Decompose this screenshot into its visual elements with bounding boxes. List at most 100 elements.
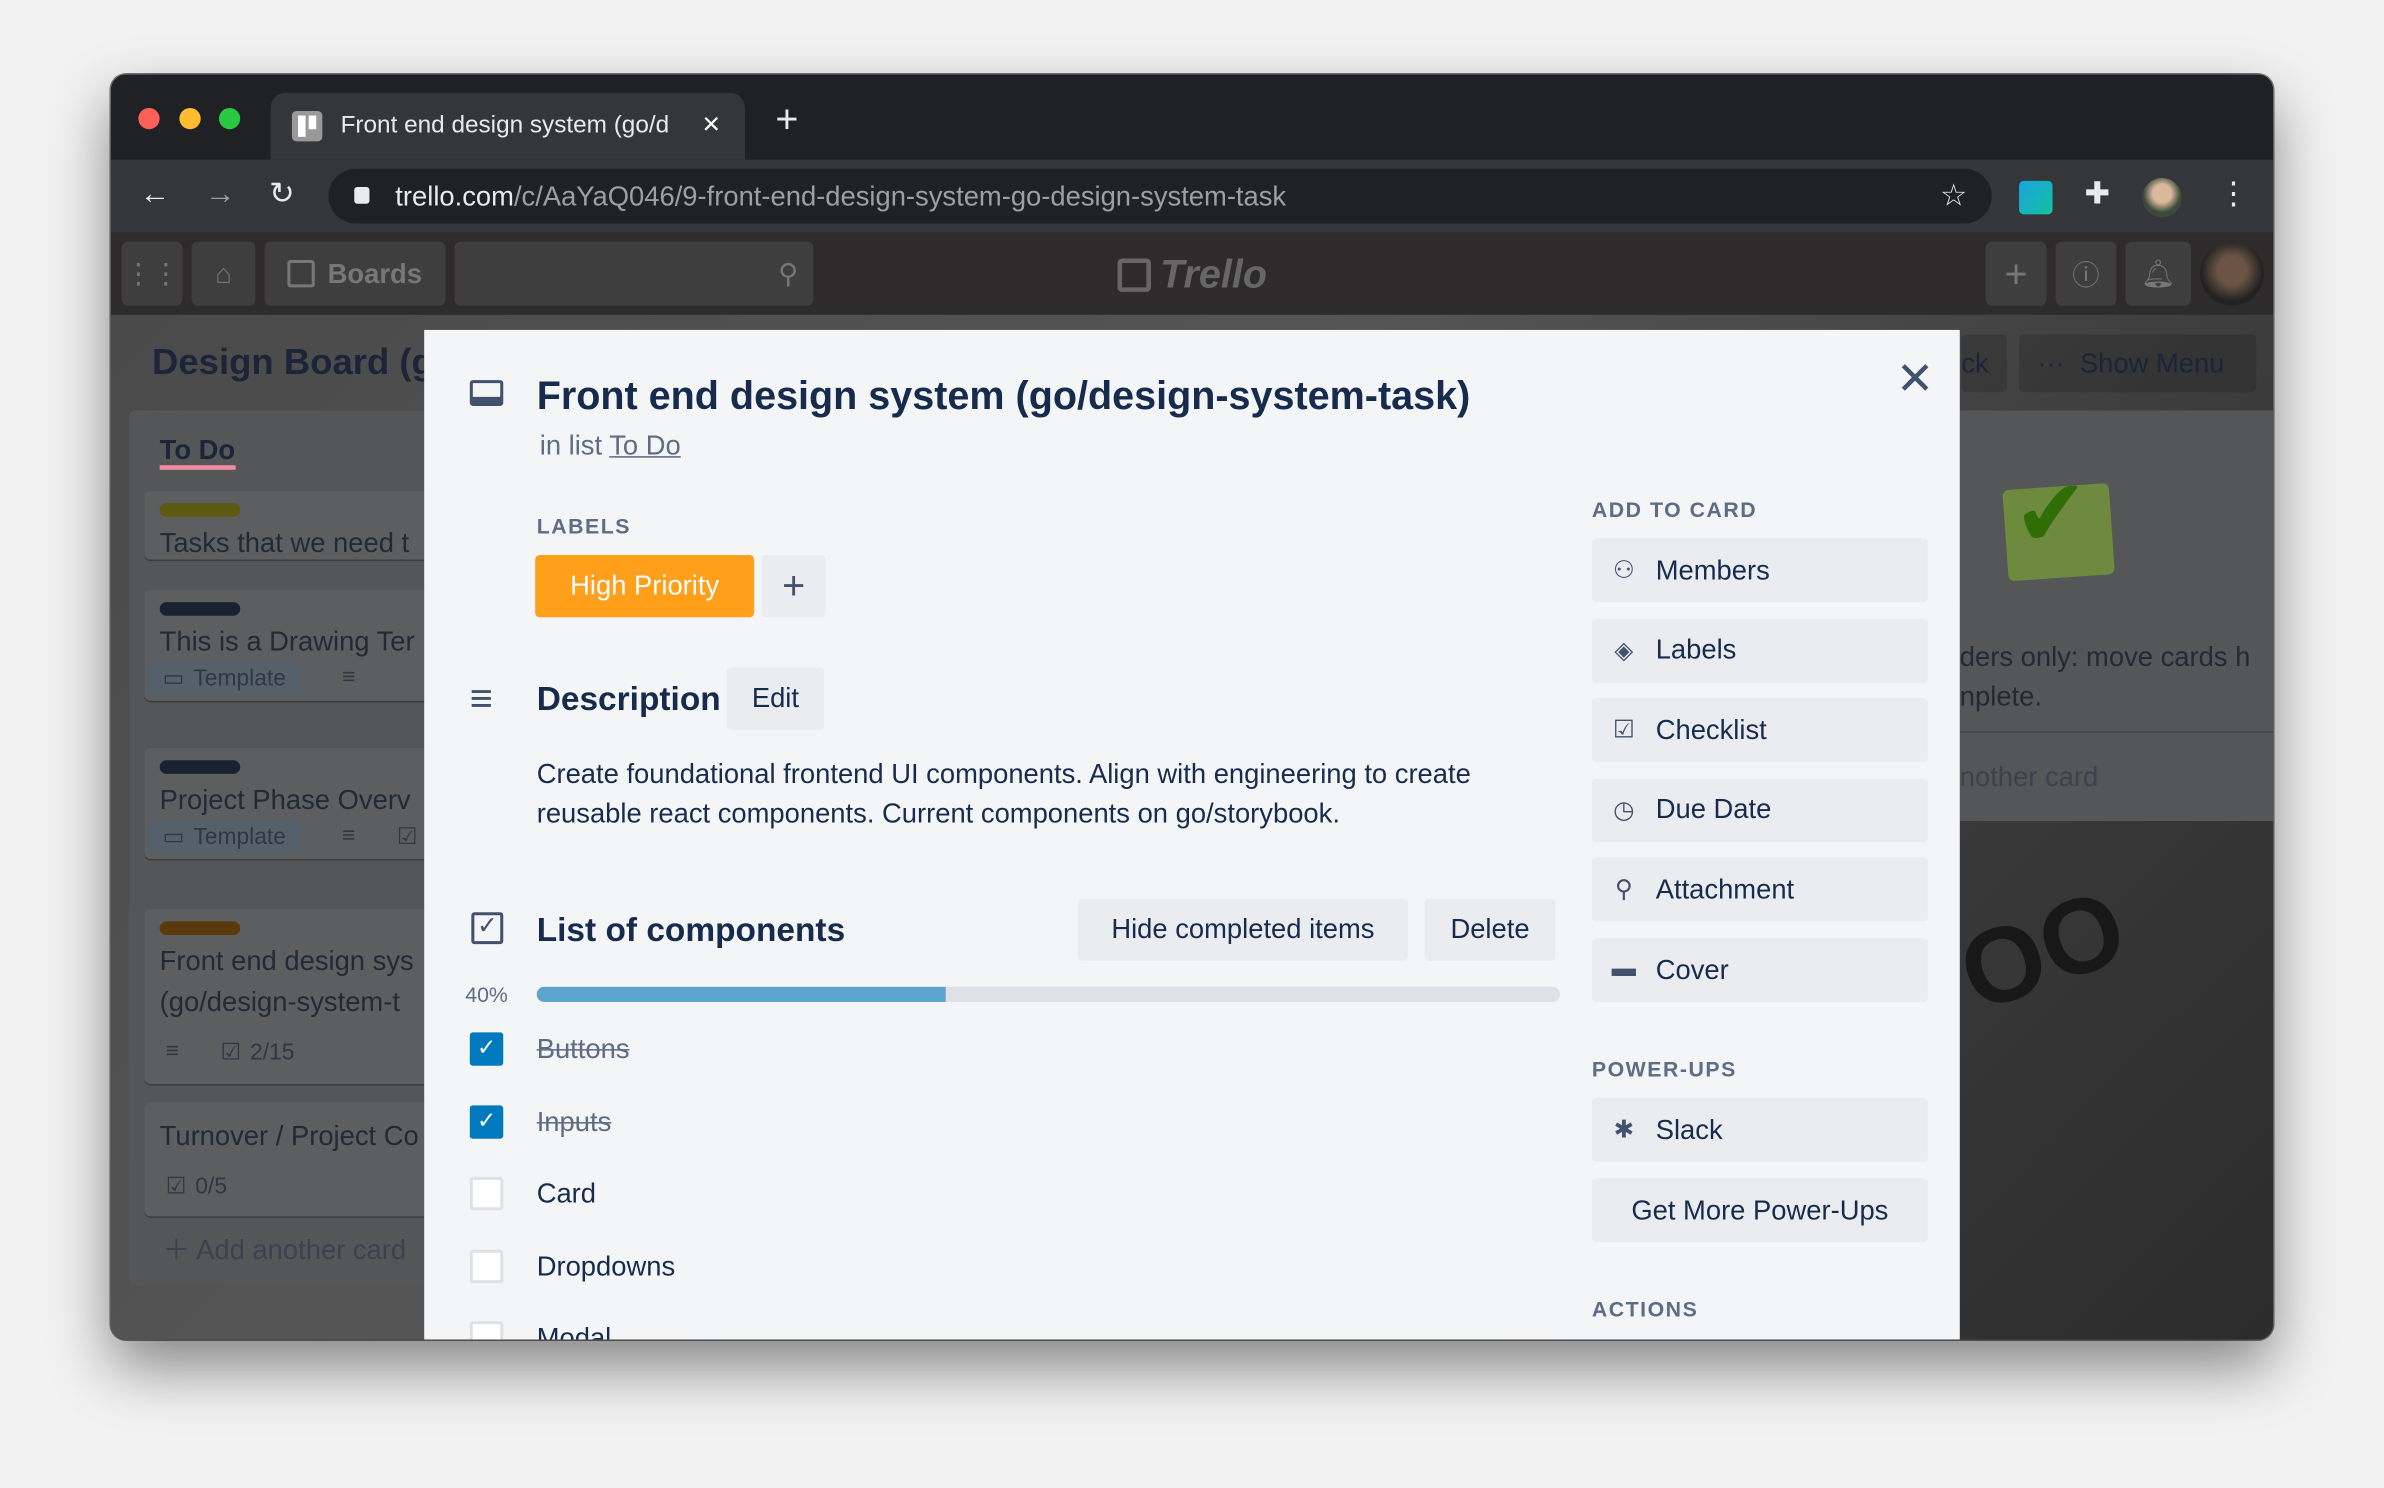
url-domain: trello.com (395, 180, 514, 212)
minimize-window-button[interactable] (179, 107, 201, 130)
checklist-checkbox[interactable]: ✓ (469, 1105, 504, 1139)
template-badge: ▭ Template (147, 819, 302, 853)
slack-icon: ✱ (1613, 1117, 1634, 1144)
label-high-priority[interactable]: High Priority (535, 554, 755, 618)
in-list-text: in list To Do (539, 430, 681, 461)
checklist-checkbox[interactable] (469, 1176, 504, 1211)
checklist-icon: ☑ (1612, 717, 1635, 744)
sidebar-button-cover[interactable]: ▬ Cover (1591, 938, 1928, 1002)
forward-icon[interactable]: → (205, 177, 236, 212)
right-list: ✔ ders only: move cards h nplete. nother… (1959, 410, 2273, 822)
trello-logo[interactable]: Trello (1117, 251, 1267, 298)
info-icon[interactable]: ⓘ (2055, 241, 2117, 306)
browser-tab[interactable]: Front end design system (go/d × (270, 92, 745, 160)
bookmark-star-icon[interactable]: ☆ (1940, 179, 1968, 213)
card-title-line2: (go/design-system-t (159, 986, 400, 1018)
close-icon[interactable]: ✕ (1895, 354, 1935, 405)
boards-button[interactable]: Boards (264, 241, 446, 306)
checklist-item[interactable]: Buttons (536, 1033, 630, 1065)
checklist-title[interactable]: List of components (536, 910, 846, 949)
edit-description-button[interactable]: Edit (726, 667, 825, 730)
url-path: /c/AaYaQ046/9-front-end-design-system-go… (513, 180, 1287, 212)
board-title[interactable]: Design Board (g (152, 342, 434, 384)
add-to-card-heading: ADD TO CARD (1591, 497, 1758, 522)
checklist-checkbox[interactable] (469, 1321, 504, 1340)
board-header-button[interactable]: ck (1961, 334, 2007, 393)
paperclip-icon: ⚲ (1614, 877, 1633, 904)
card-text: ders only: move cards h (1959, 641, 2251, 673)
boards-icon (288, 259, 316, 288)
card-title[interactable]: Front end design system (go/design-syste… (536, 372, 1471, 419)
browser-toolbar: ← → ↻ trello.com/c/AaYaQ046/9-front-end-… (110, 159, 2273, 233)
add-card-button[interactable]: nother card (1959, 761, 2099, 793)
template-badge: ▭ Template (147, 661, 302, 695)
create-icon[interactable]: + (1985, 241, 2047, 306)
puzzle-extensions-icon[interactable]: ✚ (2084, 177, 2110, 212)
address-bar[interactable]: trello.com/c/AaYaQ046/9-front-end-design… (328, 168, 1992, 224)
sidebar-button-label: Labels (1655, 634, 1737, 665)
back-icon[interactable]: ← (139, 177, 171, 212)
browser-menu-icon[interactable]: ⋮ (2218, 177, 2249, 212)
close-tab-icon[interactable]: × (702, 107, 721, 142)
apps-grid-icon[interactable]: ⋮⋮ (121, 241, 183, 306)
card-detail-modal: Front end design system (go/design-syste… (424, 329, 1960, 1340)
card-label (159, 921, 241, 936)
template-icon: ▭ (162, 824, 185, 850)
cover-icon: ▬ (1611, 956, 1636, 983)
labels-heading: LABELS (536, 513, 631, 539)
description-heading: Description (536, 679, 721, 718)
card-title: Front end design sys (159, 945, 414, 977)
sidebar-button-label: Members (1655, 554, 1770, 585)
list-link[interactable]: To Do (609, 430, 681, 461)
sidebar-button-label: Due Date (1655, 794, 1772, 825)
checklist-checkbox[interactable]: ✓ (469, 1032, 504, 1066)
checklist-item[interactable]: Inputs (536, 1106, 612, 1138)
sidebar-button-label: Checklist (1655, 714, 1767, 745)
delete-checklist-button[interactable]: Delete (1424, 898, 1556, 961)
reload-icon[interactable]: ↻ (269, 177, 295, 212)
checklist-item[interactable]: Modal (536, 1322, 612, 1340)
member-avatar[interactable] (2200, 241, 2264, 306)
list-title[interactable]: To Do (159, 435, 236, 470)
maximize-window-button[interactable] (218, 107, 241, 130)
progress-bar (536, 986, 1560, 1002)
get-more-power-ups-button[interactable]: Get More Power-Ups (1591, 1178, 1928, 1243)
checklist-badge: ☑ 0/5 (165, 1172, 228, 1200)
extension-icon[interactable] (2019, 180, 2053, 215)
checklist-icon: ✓ (471, 912, 504, 945)
description-icon: ≡ (342, 822, 356, 849)
add-card-button[interactable]: ＋ Add another card (162, 1234, 407, 1265)
lock-icon (354, 187, 370, 204)
new-tab-icon[interactable]: + (775, 95, 799, 142)
checklist-item[interactable]: Card (536, 1178, 597, 1209)
add-label-button[interactable]: + (761, 554, 826, 618)
home-icon[interactable]: ⌂ (191, 241, 256, 306)
card-text-line2: nplete. (1959, 681, 2042, 712)
sidebar-button-attachment[interactable]: ⚲ Attachment (1591, 858, 1928, 922)
sidebar-button-labels[interactable]: ◈ Labels (1591, 618, 1928, 683)
checklist-icon: ☑ (220, 1039, 241, 1066)
card-title: Tasks that we need t (159, 527, 410, 558)
close-window-button[interactable] (138, 107, 160, 130)
power-ups-heading: POWER-UPS (1591, 1056, 1737, 1082)
checklist-item[interactable]: Dropdowns (536, 1251, 676, 1282)
description-icon: ≡ (469, 675, 493, 721)
progress-percent: 40% (465, 982, 508, 1007)
sidebar-button-members[interactable]: ⚇ Members (1591, 538, 1928, 603)
card-label (159, 760, 241, 774)
show-menu-button[interactable]: ··· Show Menu (2019, 334, 2257, 393)
card-title: This is a Drawing Ter (159, 626, 415, 657)
hide-completed-button[interactable]: Hide completed items (1077, 898, 1408, 961)
description-line[interactable]: Create foundational frontend UI componen… (536, 758, 1471, 790)
background-photo-text: OO (1944, 866, 2141, 1035)
notifications-bell-icon[interactable]: 🔔︎ (2125, 241, 2191, 306)
checklist-checkbox[interactable] (469, 1249, 504, 1284)
description-line[interactable]: reusable react components. Current compo… (536, 798, 1340, 829)
slack-button[interactable]: ✱ Slack (1591, 1097, 1928, 1162)
search-input[interactable]: ⚲ (454, 241, 814, 306)
sidebar-button-due-date[interactable]: ◷ Due Date (1591, 778, 1928, 842)
boards-label: Boards (327, 257, 422, 289)
profile-avatar[interactable] (2142, 177, 2182, 218)
sidebar-button-checklist[interactable]: ☑ Checklist (1591, 698, 1928, 763)
progress-fill (536, 986, 946, 1002)
